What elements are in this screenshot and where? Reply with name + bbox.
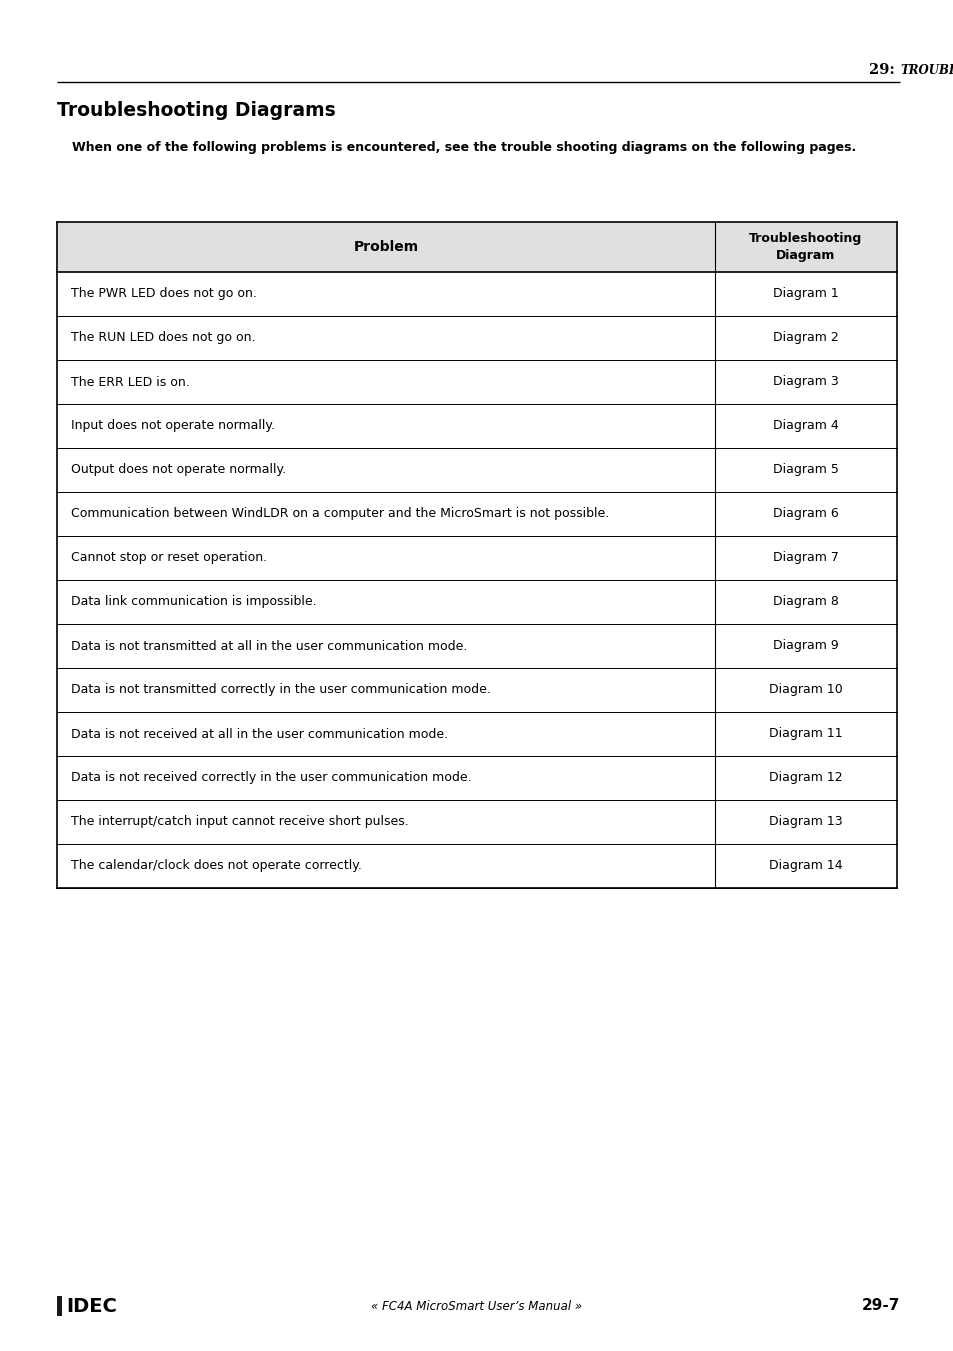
Bar: [57, 222, 896, 272]
Text: Cannot stop or reset operation.: Cannot stop or reset operation.: [71, 551, 267, 565]
Text: Diagram 6: Diagram 6: [772, 508, 838, 520]
Text: Diagram 4: Diagram 4: [772, 420, 838, 432]
Text: Output does not operate normally.: Output does not operate normally.: [71, 463, 286, 477]
Text: Diagram 14: Diagram 14: [768, 859, 841, 873]
Text: The calendar/clock does not operate correctly.: The calendar/clock does not operate corr…: [71, 859, 361, 873]
Text: Data is not received correctly in the user communication mode.: Data is not received correctly in the us…: [71, 771, 471, 785]
Text: Data is not transmitted at all in the user communication mode.: Data is not transmitted at all in the us…: [71, 639, 467, 653]
Text: The RUN LED does not go on.: The RUN LED does not go on.: [71, 331, 255, 345]
Text: « FC4A MicroSmart User’s Manual »: « FC4A MicroSmart User’s Manual »: [371, 1300, 582, 1313]
Text: Problem: Problem: [353, 240, 418, 254]
Text: 29:: 29:: [868, 63, 899, 77]
Text: Input does not operate normally.: Input does not operate normally.: [71, 420, 274, 432]
Text: Diagram 10: Diagram 10: [768, 684, 842, 697]
Text: Data link communication is impossible.: Data link communication is impossible.: [71, 596, 316, 608]
Text: Diagram 8: Diagram 8: [772, 596, 838, 608]
Text: The PWR LED does not go on.: The PWR LED does not go on.: [71, 288, 256, 300]
Text: Diagram 12: Diagram 12: [768, 771, 841, 785]
Text: Diagram 3: Diagram 3: [772, 376, 838, 389]
Text: 29-7: 29-7: [861, 1298, 899, 1313]
Text: Diagram 2: Diagram 2: [772, 331, 838, 345]
Text: Diagram 7: Diagram 7: [772, 551, 838, 565]
Text: Troubleshooting
Diagram: Troubleshooting Diagram: [749, 232, 862, 262]
Text: When one of the following problems is encountered, see the trouble shooting diag: When one of the following problems is en…: [71, 142, 856, 154]
Bar: [57, 1296, 62, 1316]
Text: Diagram 1: Diagram 1: [772, 288, 838, 300]
Text: The ERR LED is on.: The ERR LED is on.: [71, 376, 190, 389]
Text: TROUBLESHOOTING: TROUBLESHOOTING: [899, 63, 953, 77]
Text: Diagram 13: Diagram 13: [768, 816, 841, 828]
Text: Diagram 11: Diagram 11: [768, 727, 841, 740]
Text: Data is not received at all in the user communication mode.: Data is not received at all in the user …: [71, 727, 448, 740]
Text: Communication between WindLDR on a computer and the MicroSmart is not possible.: Communication between WindLDR on a compu…: [71, 508, 609, 520]
Text: Data is not transmitted correctly in the user communication mode.: Data is not transmitted correctly in the…: [71, 684, 491, 697]
Text: Troubleshooting Diagrams: Troubleshooting Diagrams: [57, 100, 335, 119]
Text: Diagram 5: Diagram 5: [772, 463, 838, 477]
Text: IDEC: IDEC: [66, 1297, 117, 1316]
Text: The interrupt/catch input cannot receive short pulses.: The interrupt/catch input cannot receive…: [71, 816, 408, 828]
Text: Diagram 9: Diagram 9: [772, 639, 838, 653]
